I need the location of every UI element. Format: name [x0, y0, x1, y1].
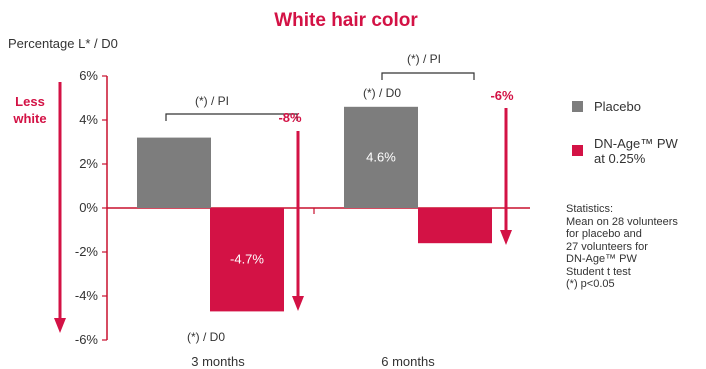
legend-placebo-label: Placebo — [594, 99, 641, 114]
bar — [137, 137, 211, 208]
svg-text:Less: Less — [15, 94, 45, 109]
y-axis-label: Percentage L* / D0 — [8, 36, 118, 51]
y-tick-label: -2% — [75, 244, 99, 259]
less-white-arrow — [54, 82, 66, 333]
x-category-label: 6 months — [381, 354, 435, 369]
bracket-3-months-label: (*) / PI — [195, 94, 229, 108]
y-tick-label: 2% — [79, 156, 98, 171]
bracket-3-months — [165, 113, 298, 121]
bar — [210, 208, 284, 312]
legend-dn-age-label: DN-Age™ PW at 0.25% — [594, 136, 678, 166]
bar — [418, 208, 492, 244]
data-label: -4.7% — [230, 252, 264, 267]
svg-text:white: white — [12, 111, 46, 126]
legend-placebo-swatch — [572, 101, 583, 112]
bars: 4.6% -4.7% — [137, 106, 492, 312]
statistics-note: Statistics: Mean on 28 volunteers for pl… — [566, 203, 678, 290]
diff-6-months-arrow — [500, 108, 512, 245]
y-tick-label: 0% — [79, 200, 98, 215]
y-tick-label: 4% — [79, 112, 98, 127]
diff-6-months-label: -6% — [490, 88, 514, 103]
diff-3-months-label: -8% — [278, 110, 302, 125]
data-label: 4.6% — [366, 149, 396, 164]
y-tick-label: -4% — [75, 288, 99, 303]
legend-dn-age-swatch — [572, 145, 583, 156]
d0-6-months-label: (*) / D0 — [363, 86, 401, 100]
diff-3-months-arrow — [292, 131, 304, 311]
d0-3-months-label: (*) / D0 — [187, 330, 225, 344]
bar — [344, 106, 418, 208]
bracket-6-months-label: (*) / PI — [407, 52, 441, 66]
y-tick-label: 6% — [79, 68, 98, 83]
bracket-6-months — [381, 72, 475, 80]
y-tick-label: -6% — [75, 332, 99, 347]
less-white-label: Less white — [12, 94, 46, 126]
x-category-label: 3 months — [191, 354, 245, 369]
y-axis: 6% 4% 2% 0% -2% -4% -6% — [75, 68, 108, 347]
chart-title: White hair color — [274, 10, 418, 31]
